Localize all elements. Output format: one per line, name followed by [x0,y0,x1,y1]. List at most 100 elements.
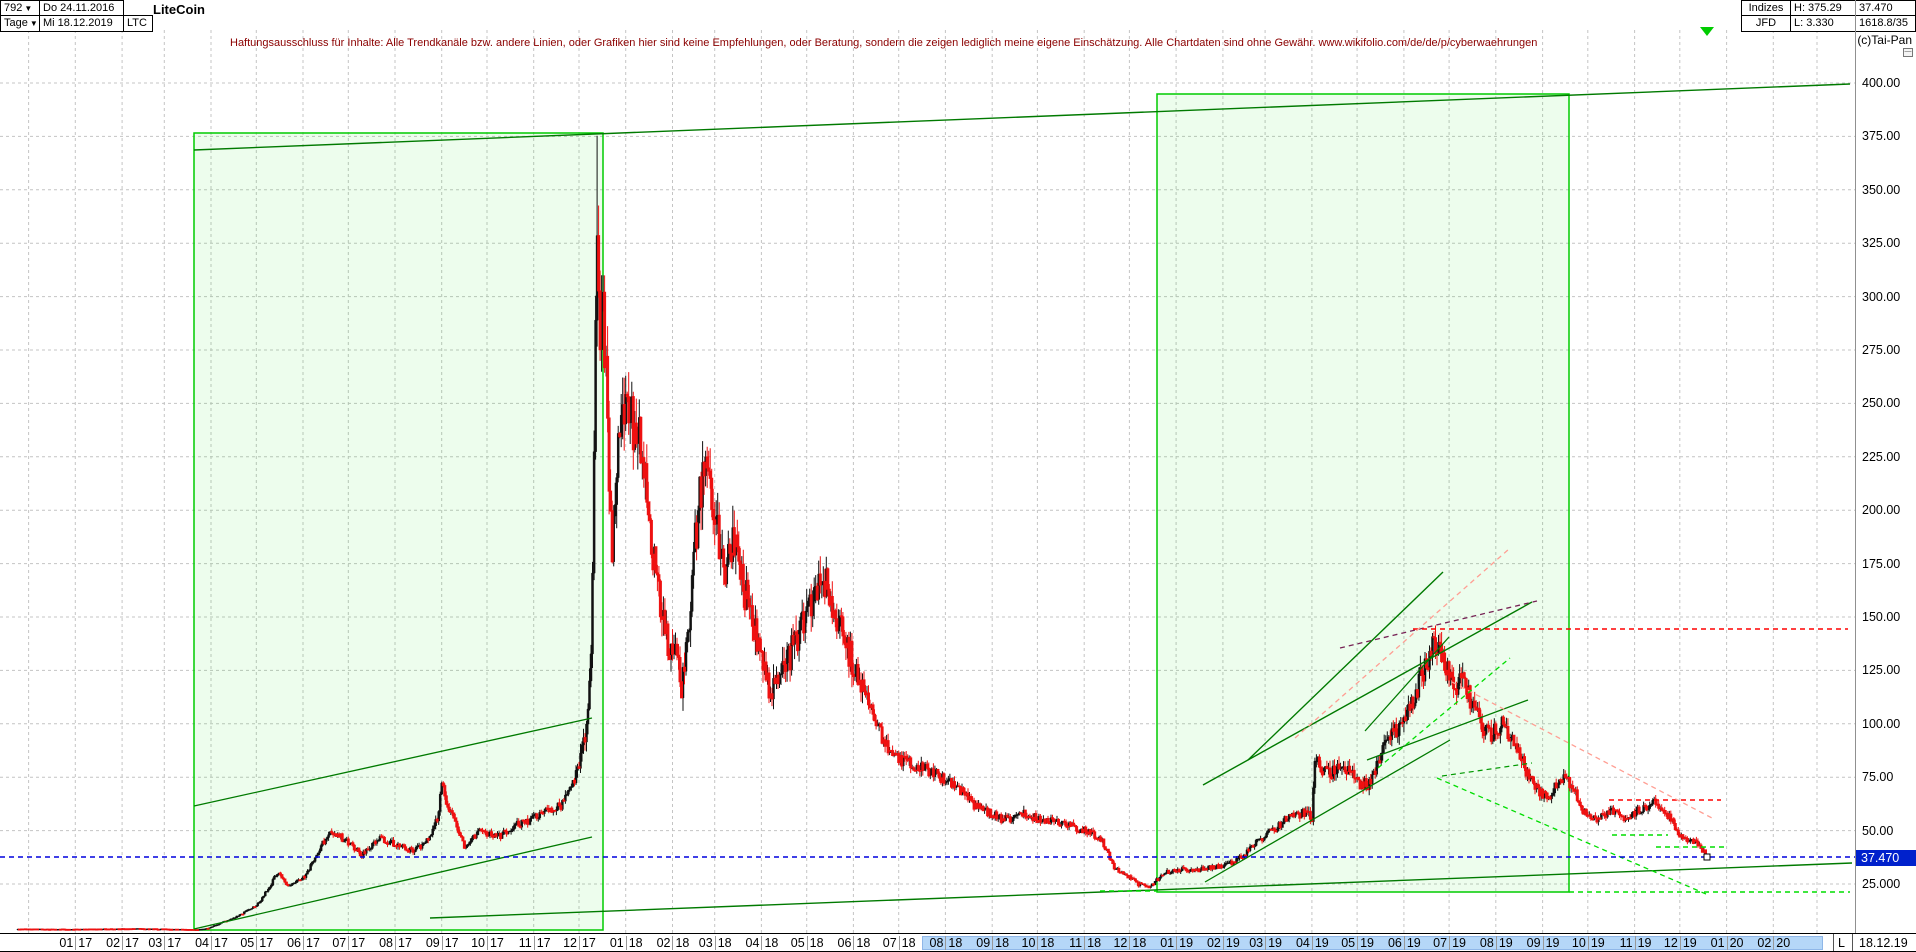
trendline-4[interactable] [193,836,593,930]
year-label: 18 [1132,936,1147,950]
trendline-16[interactable] [1436,777,1707,895]
month-tick [761,936,762,950]
year-label: 17 [306,936,320,950]
month-tick [348,936,349,950]
y-axis-label: 325.00 [1862,236,1901,251]
month-label: 09 [976,936,991,950]
month-tick [1312,936,1313,950]
month-label: 03 [698,936,713,950]
dropdown-arrow-icon: ▼ [24,4,33,13]
month-label: 01 [609,936,624,950]
copyright-label: (c)Tai-Pan [1857,33,1912,47]
symbol-cell: LTC [123,15,153,32]
month-tick [672,936,673,950]
y-axis-label: 400.00 [1862,76,1901,90]
trendline-13[interactable] [1294,548,1510,739]
period-dropdown[interactable]: Tage ▼ [0,15,40,32]
year-label: 17 [125,936,139,950]
month-tick [899,936,900,950]
volume-cell: 1618.8/35 [1855,15,1916,32]
year-label: 19 [1360,936,1374,950]
axis-separator [1852,934,1853,951]
y-axis-label: 275.00 [1862,343,1901,357]
month-tick [1223,936,1224,950]
year-label: 19 [1498,936,1513,950]
year-label: 19 [1545,936,1560,950]
month-label: 11 [1619,936,1633,950]
trendline-14[interactable] [1451,681,1713,819]
bars-count-dropdown[interactable]: 792 ▼ [0,0,40,16]
month-label: 05 [240,936,255,950]
month-label: 11 [518,936,532,950]
month-tick [1265,936,1266,950]
month-label: 01 [1160,936,1175,950]
trendline-15[interactable] [1377,657,1511,769]
trendline-7[interactable] [1247,571,1444,761]
year-label: 19 [1637,936,1652,950]
y-axis-label: 350.00 [1862,182,1901,197]
year-label: 17 [581,936,596,950]
last-price-cell: 37.470 [1855,0,1916,16]
month-label: 03 [148,936,163,950]
year-label: 19 [1314,936,1329,950]
y-axis-label: 100.00 [1862,716,1901,731]
disclaimer-text: Haftungsausschluss für Inhalte: Alle Tre… [230,37,1538,49]
month-tick [442,936,443,950]
year-label: 17 [489,936,504,950]
month-tick [579,936,580,950]
dropdown-arrow-icon: ▼ [29,19,38,28]
last-date-label: 18.12.19 [1859,936,1908,950]
end-date-field[interactable]: Mi 18.12.2019 [39,15,124,32]
gridlines [0,30,1855,933]
y-axis-label: 375.00 [1862,129,1901,144]
month-label: 12 [1113,936,1128,950]
year-label: 18 [628,936,643,950]
month-label: 04 [195,936,210,950]
year-label: 19 [1590,936,1605,950]
month-tick [945,936,946,950]
month-label: 07 [1433,936,1448,950]
month-tick [487,936,488,950]
candles-down [18,205,1707,931]
y-axis-label: 250.00 [1862,396,1901,411]
month-label: 02 [1206,936,1221,950]
y-axis-label: 200.00 [1862,503,1901,518]
trendline-8[interactable] [1364,636,1450,732]
trendline-9[interactable] [1366,699,1529,761]
trendline-1[interactable] [193,83,1851,151]
month-label: 01 [59,936,74,950]
month-label: 05 [1341,936,1356,950]
analysis-box-1[interactable] [193,132,604,931]
low-value-cell: L: 3.330 [1790,15,1856,32]
year-label: 18 [809,936,824,950]
instrument-title: LiteCoin [153,2,205,17]
linear-scale-label[interactable]: L [1838,936,1845,950]
trendline-10[interactable] [1339,600,1538,649]
trendline-21[interactable] [1441,762,1533,777]
month-tick [1129,936,1130,950]
year-label: 18 [764,936,779,950]
indizes-cell[interactable]: Indizes [1741,0,1791,16]
month-tick [256,936,257,950]
trendline-5[interactable] [1202,601,1533,786]
month-tick [122,936,123,950]
year-label: 19 [1225,936,1240,950]
month-tick [807,936,808,950]
year-label: 18 [948,936,963,950]
month-tick [1176,936,1177,950]
trendline-6[interactable] [1204,739,1451,883]
start-date-field[interactable]: Do 24.11.2016 [39,0,124,16]
month-tick [75,936,76,950]
trendline-3[interactable] [193,717,593,807]
y-axis-label: 150.00 [1862,610,1901,624]
year-label: 18 [1087,936,1102,950]
month-label: 03 [1249,936,1264,950]
month-label: 08 [1479,936,1494,950]
y-axis-label: 125.00 [1862,663,1901,678]
month-tick [303,936,304,950]
month-label: 02 [1757,936,1772,950]
y-axis-label: 300.00 [1862,289,1901,304]
analysis-box-2[interactable] [1156,93,1570,893]
minimize-window-icon[interactable]: — [1903,48,1913,57]
